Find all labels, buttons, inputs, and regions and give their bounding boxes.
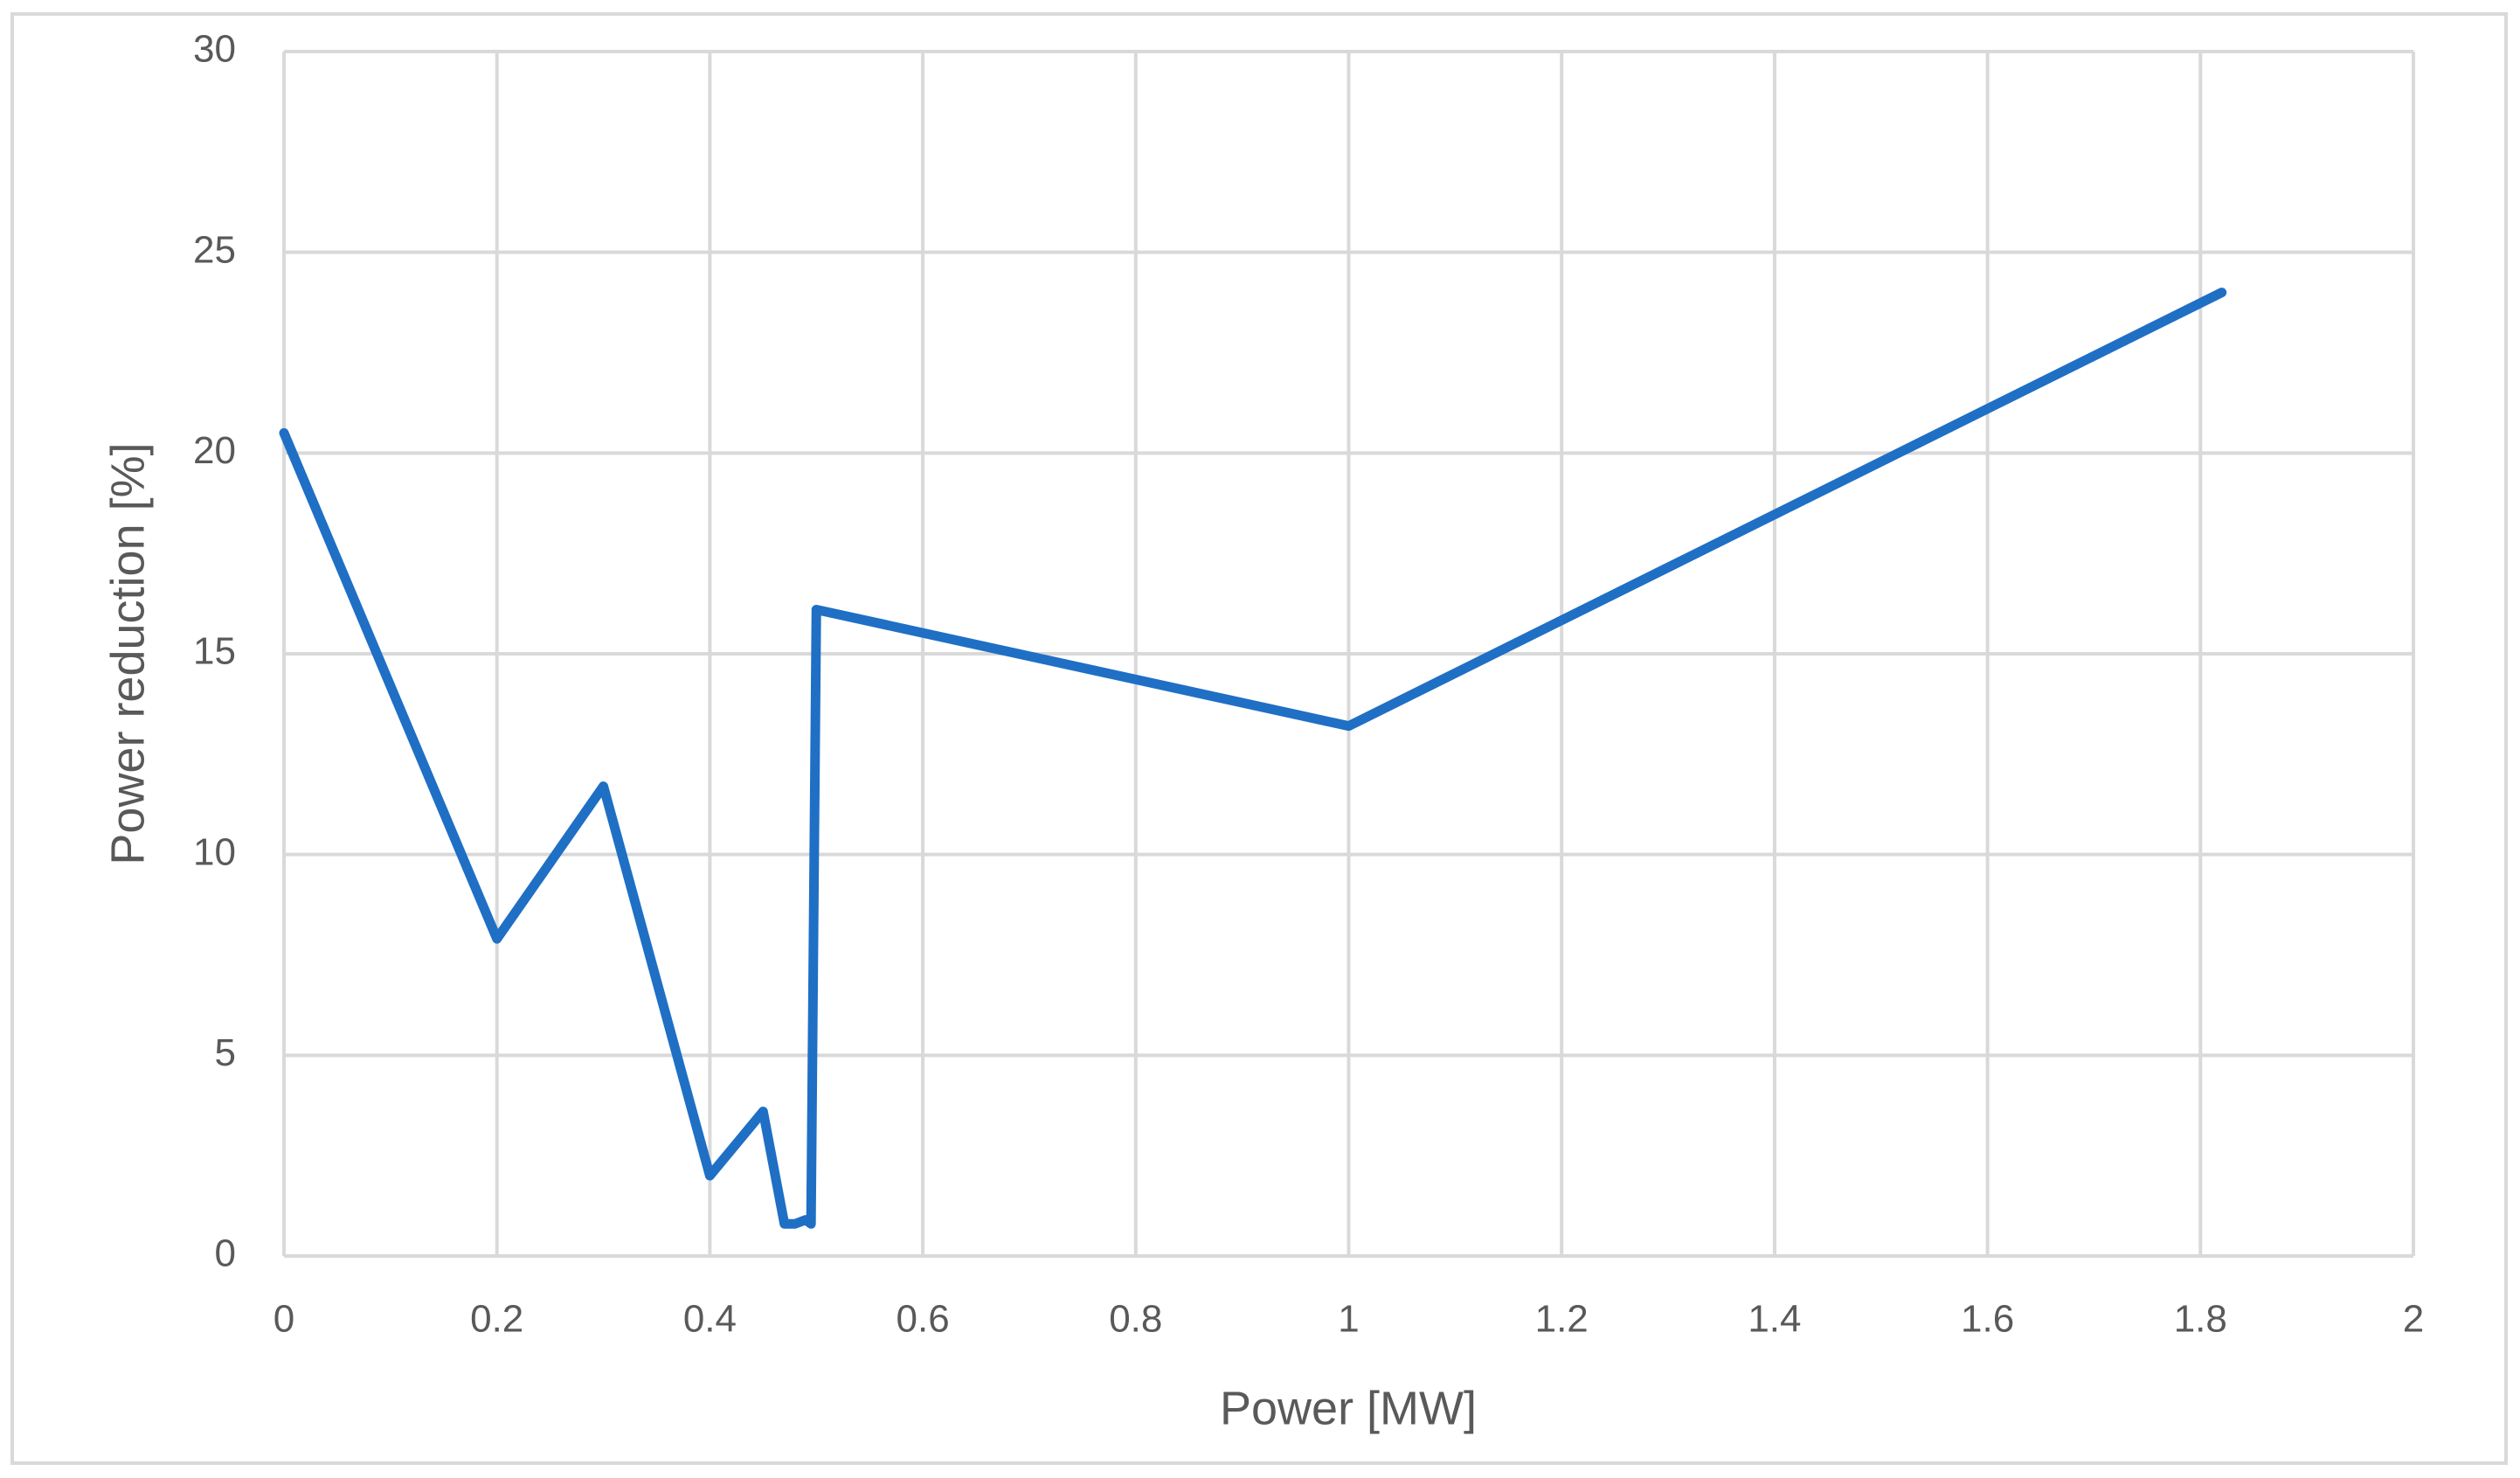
y-tick-label: 0 (215, 1232, 236, 1275)
x-tick-label: 0.6 (897, 1298, 950, 1341)
x-axis-title: Power [MW] (1220, 1382, 1477, 1434)
y-axis-title: Power reduction [%] (101, 442, 154, 864)
x-tick-label: 0.8 (1109, 1298, 1162, 1341)
x-tick-label: 1.8 (2174, 1298, 2227, 1341)
y-tick-label: 15 (193, 630, 236, 673)
y-tick-label: 5 (215, 1031, 236, 1074)
x-tick-label: 0 (273, 1298, 294, 1341)
data-line (279, 288, 2227, 1229)
x-tick-label: 0.4 (683, 1298, 737, 1341)
x-tick-label: 2 (2403, 1298, 2424, 1341)
y-tick-label: 10 (193, 830, 236, 873)
y-tick-label: 25 (193, 228, 236, 271)
chart-border (10, 12, 2508, 1465)
x-tick-label: 1.4 (1748, 1298, 1801, 1341)
y-tick-label: 30 (193, 28, 236, 71)
x-tick-label: 0.2 (470, 1298, 523, 1341)
x-tick-label: 1 (1338, 1298, 1359, 1341)
y-tick-label: 20 (193, 429, 236, 472)
x-tick-label: 1.2 (1535, 1298, 1589, 1341)
x-tick-label: 1.6 (1961, 1298, 2014, 1341)
